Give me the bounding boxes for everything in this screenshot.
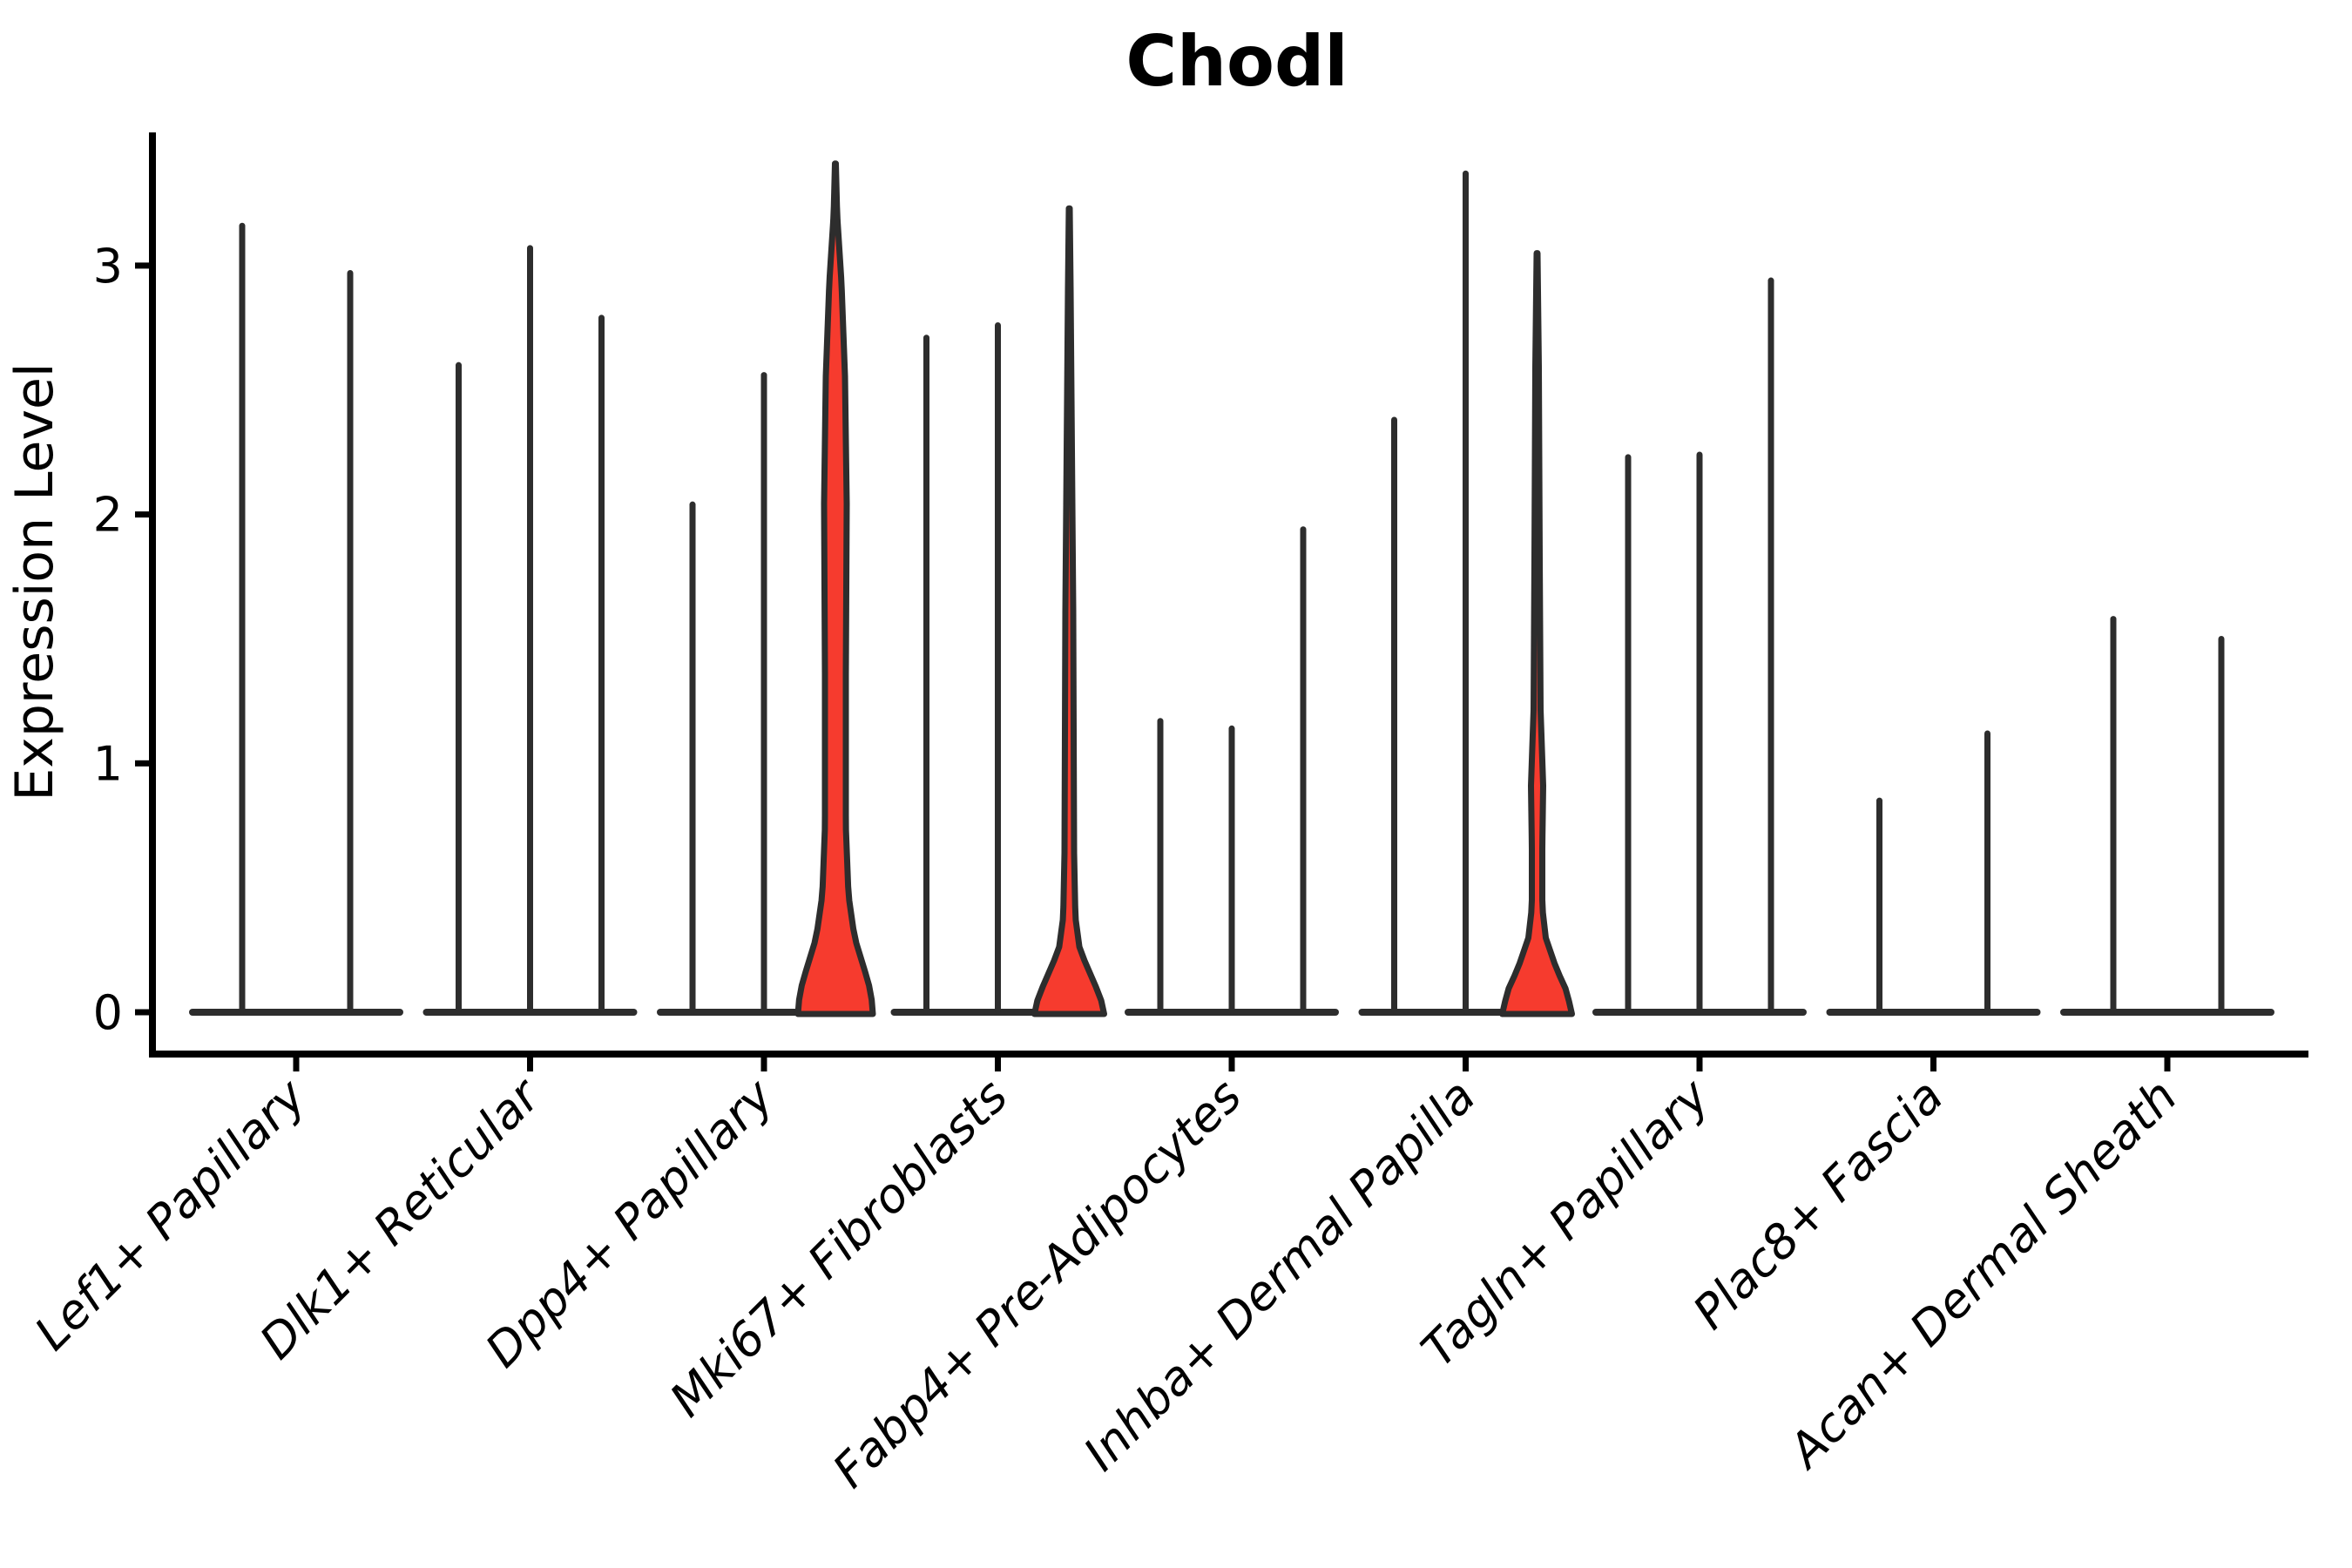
x-tick [527, 1058, 533, 1071]
x-tick-label: Plac8+ Fascia [1682, 1069, 1953, 1340]
violin-body-highlighted [1031, 205, 1107, 1017]
y-tick-label: 2 [93, 488, 123, 543]
y-tick [135, 511, 149, 518]
x-tick [760, 1058, 767, 1071]
y-tick [135, 1009, 149, 1016]
violin-body-highlighted [1499, 250, 1575, 1017]
x-tick-label: Fabp4+ Pre-Adipocytes [822, 1069, 1252, 1498]
x-tick [293, 1058, 300, 1071]
violin-base [1826, 1009, 2041, 1016]
x-tick [995, 1058, 1001, 1071]
x-tick-label: Acan+ Dermal Sheath [1776, 1069, 2187, 1480]
x-tick-label: Inhba+ Dermal Papilla [1073, 1069, 1486, 1482]
violin-base [189, 1009, 403, 1016]
x-tick [1696, 1058, 1703, 1071]
y-tick [135, 760, 149, 767]
chart-title: Chodl [1125, 21, 1348, 102]
y-tick-label: 3 [93, 239, 123, 294]
x-tick [1930, 1058, 1936, 1071]
x-tick [1228, 1058, 1235, 1071]
y-axis-label: Expression Level [4, 362, 65, 801]
violin-body-highlighted [794, 160, 876, 1017]
x-tick [2164, 1058, 2171, 1071]
violin-base [2060, 1009, 2274, 1016]
x-tick [1463, 1058, 1469, 1071]
x-axis-spine [149, 1051, 2308, 1058]
y-tick-label: 1 [93, 736, 123, 791]
y-tick [135, 262, 149, 269]
y-axis-spine [149, 132, 156, 1058]
y-tick-label: 0 [93, 985, 123, 1040]
